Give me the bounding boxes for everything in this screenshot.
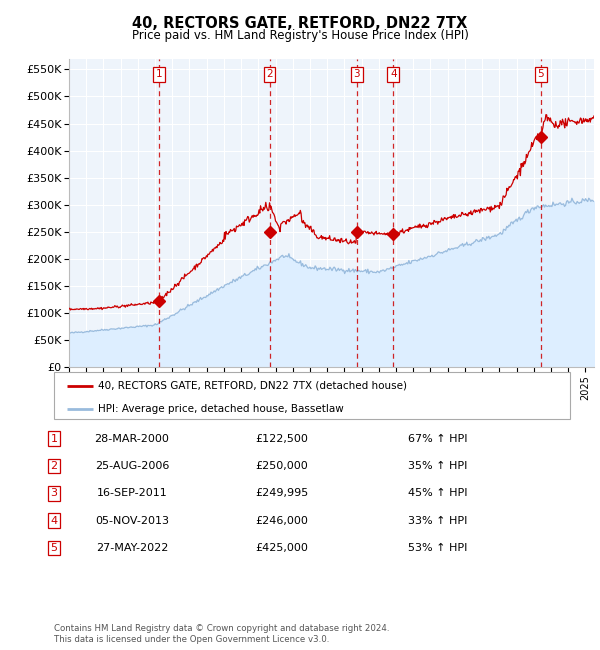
Text: 40, RECTORS GATE, RETFORD, DN22 7TX: 40, RECTORS GATE, RETFORD, DN22 7TX: [133, 16, 467, 31]
Text: Price paid vs. HM Land Registry's House Price Index (HPI): Price paid vs. HM Land Registry's House …: [131, 29, 469, 42]
Text: 2: 2: [50, 461, 58, 471]
Text: 5: 5: [538, 70, 544, 79]
Text: 05-NOV-2013: 05-NOV-2013: [95, 515, 169, 526]
Text: Contains HM Land Registry data © Crown copyright and database right 2024.
This d: Contains HM Land Registry data © Crown c…: [54, 624, 389, 644]
Text: 4: 4: [390, 70, 397, 79]
Text: 33% ↑ HPI: 33% ↑ HPI: [408, 515, 467, 526]
Text: £250,000: £250,000: [256, 461, 308, 471]
Text: 1: 1: [156, 70, 163, 79]
Text: 53% ↑ HPI: 53% ↑ HPI: [408, 543, 467, 553]
Text: 40, RECTORS GATE, RETFORD, DN22 7TX (detached house): 40, RECTORS GATE, RETFORD, DN22 7TX (det…: [98, 380, 407, 391]
Text: 5: 5: [50, 543, 58, 553]
Text: £249,995: £249,995: [256, 488, 308, 499]
Text: 16-SEP-2011: 16-SEP-2011: [97, 488, 167, 499]
Text: 25-AUG-2006: 25-AUG-2006: [95, 461, 169, 471]
Text: HPI: Average price, detached house, Bassetlaw: HPI: Average price, detached house, Bass…: [98, 404, 344, 414]
Text: 28-MAR-2000: 28-MAR-2000: [95, 434, 169, 444]
Text: 3: 3: [353, 70, 360, 79]
Text: 27-MAY-2022: 27-MAY-2022: [96, 543, 168, 553]
Text: 67% ↑ HPI: 67% ↑ HPI: [408, 434, 467, 444]
Text: 45% ↑ HPI: 45% ↑ HPI: [408, 488, 467, 499]
Text: 2: 2: [266, 70, 273, 79]
Text: 1: 1: [50, 434, 58, 444]
Text: 3: 3: [50, 488, 58, 499]
Text: 4: 4: [50, 515, 58, 526]
Text: 35% ↑ HPI: 35% ↑ HPI: [408, 461, 467, 471]
Text: £122,500: £122,500: [256, 434, 308, 444]
Text: £425,000: £425,000: [256, 543, 308, 553]
Text: £246,000: £246,000: [256, 515, 308, 526]
FancyBboxPatch shape: [54, 372, 570, 419]
